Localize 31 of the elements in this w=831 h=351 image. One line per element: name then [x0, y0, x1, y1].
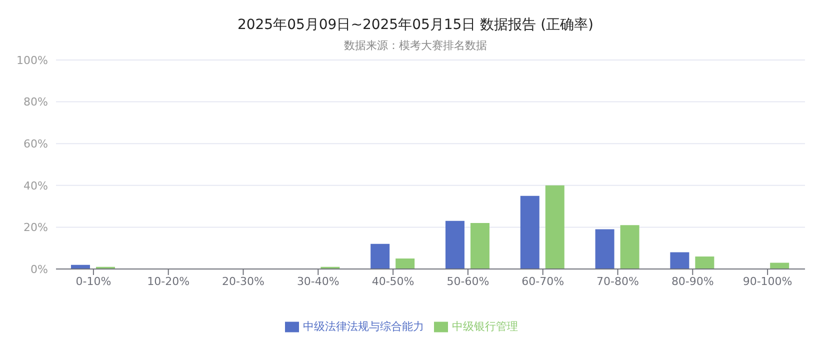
bar	[445, 220, 464, 269]
y-tick-label: 100%	[16, 54, 48, 67]
x-tick-label: 50-60%	[446, 274, 490, 288]
bar	[470, 223, 490, 269]
bar	[396, 258, 415, 269]
bar	[370, 244, 390, 269]
y-tick-label: 0%	[30, 262, 48, 276]
bar	[520, 196, 540, 269]
x-tick-label: 60-70%	[522, 274, 564, 288]
x-tick-label: 90-100%	[742, 274, 792, 288]
legend-label: 中级法律法规与综合能力	[303, 320, 424, 333]
bar	[545, 185, 564, 269]
legend-label: 中级银行管理	[452, 320, 518, 333]
x-tick-label: 20-30%	[222, 274, 264, 288]
bar	[595, 229, 614, 269]
y-tick-label: 20%	[24, 221, 48, 234]
x-tick-label: 70-80%	[596, 274, 639, 288]
bar	[620, 225, 640, 269]
y-tick-label: 80%	[24, 96, 48, 109]
chart-title: 2025年05月09日~2025年05月15日 数据报告 (正确率)	[236, 16, 595, 35]
x-tick-label: 0-10%	[76, 274, 112, 288]
bar	[695, 256, 714, 269]
y-tick-label: 60%	[24, 138, 48, 151]
x-tick-label: 40-50%	[372, 274, 414, 288]
bar	[770, 262, 790, 269]
chart-subtitle: 数据来源：模考大赛排名数据	[343, 38, 488, 54]
y-tick-label: 40%	[24, 179, 48, 192]
x-tick-label: 80-90%	[671, 274, 714, 288]
bar	[670, 252, 690, 269]
x-tick-label: 10-20%	[147, 274, 190, 288]
x-tick-label: 30-40%	[296, 274, 340, 288]
